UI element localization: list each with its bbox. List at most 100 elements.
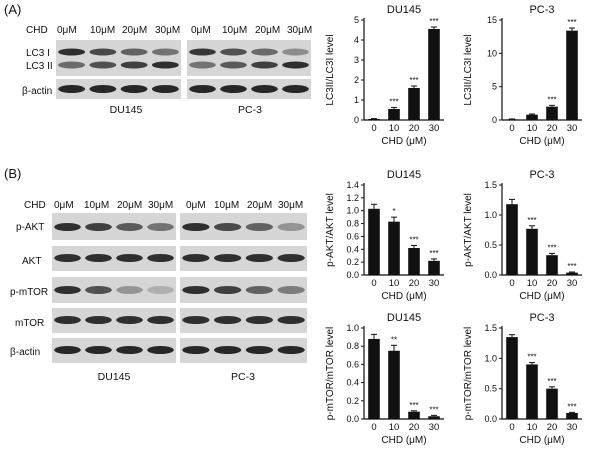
blot-band [213, 286, 242, 294]
x-tick-label: 20 [409, 123, 420, 134]
blot-band [58, 48, 86, 56]
dose-label-b-du145-10: 10μM [84, 200, 110, 211]
blot-band [89, 61, 117, 69]
blot-b-pc3-actin [180, 338, 307, 363]
significance-label: *** [409, 76, 418, 85]
y-tick-label: 1.2 [346, 193, 359, 203]
y-tick-label: 3 [354, 55, 359, 65]
x-tick-label: 20 [547, 123, 558, 134]
blot-band [151, 61, 179, 69]
blot-band [277, 223, 305, 231]
x-tick-label: 10 [389, 278, 400, 289]
x-tick-label: 0 [371, 123, 376, 134]
bar [368, 338, 380, 419]
blot-band [54, 346, 81, 354]
blot-band [85, 346, 112, 354]
x-tick-label: 0 [371, 422, 376, 433]
blot-band [213, 346, 242, 354]
blot-band [182, 346, 210, 354]
y-tick-label: 0.8 [346, 219, 359, 229]
blot-band [151, 48, 179, 56]
x-tick-label: 30 [429, 422, 440, 433]
x-tick-label: 10 [527, 123, 538, 134]
dose-label-pc3-30: 30μM [287, 25, 313, 36]
bar [428, 416, 440, 419]
y-tick-label: 10 [487, 48, 497, 58]
blot-a-du145-lc3 [56, 40, 181, 76]
blot-band [251, 85, 278, 93]
bar [566, 30, 578, 121]
blot-b-pc3-p-mtor [180, 277, 307, 303]
dose-label-b-du145-30: 30μM [148, 200, 174, 211]
blot-band [147, 223, 174, 231]
row-label-lc3-ii: LC3 II [26, 61, 53, 72]
chart-title: PC-3 [529, 4, 554, 16]
bar [408, 411, 420, 419]
significance-label: ** [391, 335, 397, 344]
chart-pakt-pc3: PC-3 0.0 0.5 1.0 1.5 p-AKT/AKT level 0 *** 10 ***… [460, 165, 600, 310]
x-tick-label: 0 [509, 278, 514, 289]
chd-label-b: CHD [24, 200, 46, 211]
bar [368, 208, 380, 275]
y-axis-label: LC3II/LC3I level [463, 34, 474, 105]
significance-label: *** [527, 353, 536, 362]
cell-line-du145-b: DU145 [97, 371, 131, 383]
x-tick-label: 20 [409, 278, 420, 289]
blot-band [116, 316, 143, 324]
blot-band [213, 254, 242, 262]
blot-band [58, 85, 86, 93]
y-tick-label: 1.0 [346, 206, 359, 216]
y-tick-label: 4 [354, 35, 359, 45]
y-tick-label: 1 [354, 95, 359, 105]
x-axis-label: CHD (μM) [519, 136, 564, 147]
x-tick-label: 0 [509, 422, 514, 433]
y-axis-label: LC3II/LC3I level [325, 34, 336, 105]
dose-label-b-du145-20: 20μM [117, 200, 143, 211]
bar [506, 204, 518, 275]
blot-b-du145-akt [52, 246, 176, 271]
blot-band [245, 254, 274, 262]
blot-band [85, 254, 112, 262]
blot-band [189, 61, 216, 69]
dose-label-b-pc3-30: 30μM [278, 200, 304, 211]
blot-band [282, 85, 309, 93]
blot-band [220, 61, 247, 69]
significance-label: *** [527, 216, 536, 225]
blot-b-du145-p-mtor [52, 277, 176, 303]
x-tick-label: 10 [527, 422, 538, 433]
y-axis-label: p-AKT/AKT level [463, 193, 474, 267]
significance-label: *** [567, 262, 576, 271]
blot-band [89, 48, 117, 56]
dose-label-b-pc3-10: 10μM [214, 200, 240, 211]
panel-label-a: (A) [4, 2, 22, 17]
y-tick-label: 5 [354, 15, 359, 25]
chart-title: DU145 [387, 4, 421, 16]
bar [546, 255, 558, 275]
y-tick-label: 0.0 [346, 270, 359, 280]
blot-band [147, 286, 174, 294]
y-tick-label: 0.4 [346, 378, 359, 388]
y-tick-label: 5 [492, 82, 497, 92]
bar [428, 29, 440, 120]
cell-line-pc3-a: PC-3 [238, 104, 262, 116]
y-tick-label: 15 [487, 15, 497, 25]
x-tick-label: 10 [389, 123, 400, 134]
row-label-akt: AKT [22, 256, 42, 267]
bar [506, 119, 518, 121]
blot-band [220, 48, 247, 56]
significance-label: *** [409, 235, 418, 244]
x-tick-label: 0 [509, 123, 514, 134]
blot-band [151, 85, 179, 93]
cell-line-du145-a: DU145 [109, 104, 143, 116]
significance-label: * [392, 207, 395, 216]
y-tick-label: 1.5 [484, 180, 497, 190]
blot-band [85, 223, 112, 231]
dose-label-b-pc3-0: 0μM [186, 200, 206, 211]
blot-band [182, 254, 210, 262]
dose-label-du145-30: 30μM [155, 25, 181, 36]
blot-a-pc3-actin [187, 79, 311, 99]
y-tick-label: 0.5 [484, 384, 497, 394]
x-axis-label: CHD (μM) [519, 435, 564, 446]
bar [526, 364, 538, 419]
dose-label-du145-10: 10μM [90, 25, 116, 36]
